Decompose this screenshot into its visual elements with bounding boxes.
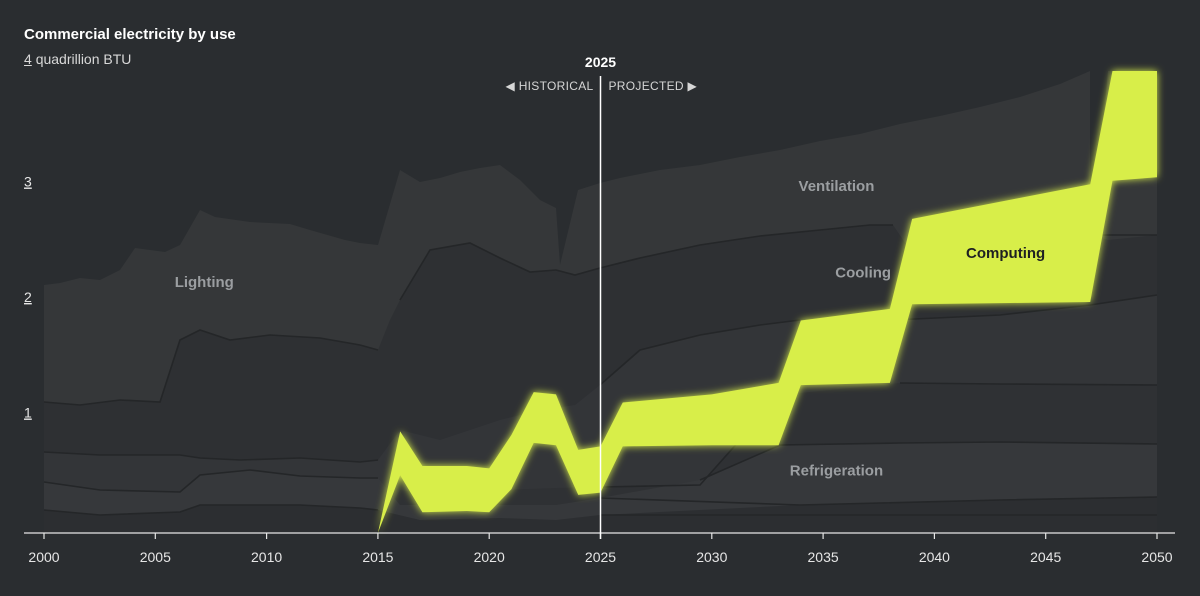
stratum-line (555, 267, 601, 276)
region-label-cooling: Cooling (835, 265, 891, 282)
stratum-line (699, 441, 1158, 481)
region-label-refrigeration: Refrigeration (790, 462, 883, 479)
x-tick-label: 2045 (1030, 549, 1061, 565)
y-tick-label: 1 (24, 405, 32, 421)
stratum-line (599, 224, 893, 269)
x-tick-label: 2040 (919, 549, 950, 565)
stratum-line (43, 329, 379, 406)
marker-year-label: 2025 (585, 54, 616, 70)
computing-highlight-layer (377, 71, 1157, 533)
y-unit-text: quadrillion BTU (35, 51, 132, 67)
y-tick-label: 3 (24, 174, 32, 190)
x-tick-label: 2010 (251, 549, 282, 565)
region-label-lighting: Lighting (175, 274, 234, 291)
x-tick-label: 2025 (585, 549, 616, 565)
y-tick-label: 2 (24, 289, 32, 305)
chart-title: Commercial electricity by use (24, 26, 236, 43)
axes: 2000 2005 2010 2015 2020 2025 2030 2035 2040 2045… (24, 54, 1175, 565)
stratum-line (43, 451, 379, 463)
projected-label: PROJECTED ▶ (609, 79, 698, 93)
stratum-line (43, 469, 378, 493)
x-tick-label: 2000 (28, 549, 59, 565)
x-tick-label: 2030 (696, 549, 727, 565)
x-tick-label: 2005 (140, 549, 171, 565)
computing-area (377, 71, 1157, 533)
region-label-computing: Computing (966, 245, 1045, 262)
stratum-line (892, 294, 1158, 321)
background-strata-lines (43, 224, 1158, 516)
stratum-line (599, 319, 801, 386)
historical-label: ◀ HISTORICAL (506, 79, 594, 93)
y-unit-label: 4 quadrillion BTU (24, 51, 131, 67)
region-label-ventilation: Ventilation (799, 178, 875, 195)
x-tick-label: 2015 (362, 549, 393, 565)
stratum-line (43, 504, 379, 516)
stratum-line (899, 382, 1158, 386)
stratum-line (399, 242, 557, 301)
y-tick-top: 4 (24, 51, 32, 67)
x-tick-label: 2050 (1141, 549, 1172, 565)
stratum-line (599, 496, 1158, 506)
region-labels: Lighting Ventilation Cooling Computing Refri… (175, 178, 1046, 479)
x-tick-label: 2035 (808, 549, 839, 565)
x-tick-label: 2020 (474, 549, 505, 565)
